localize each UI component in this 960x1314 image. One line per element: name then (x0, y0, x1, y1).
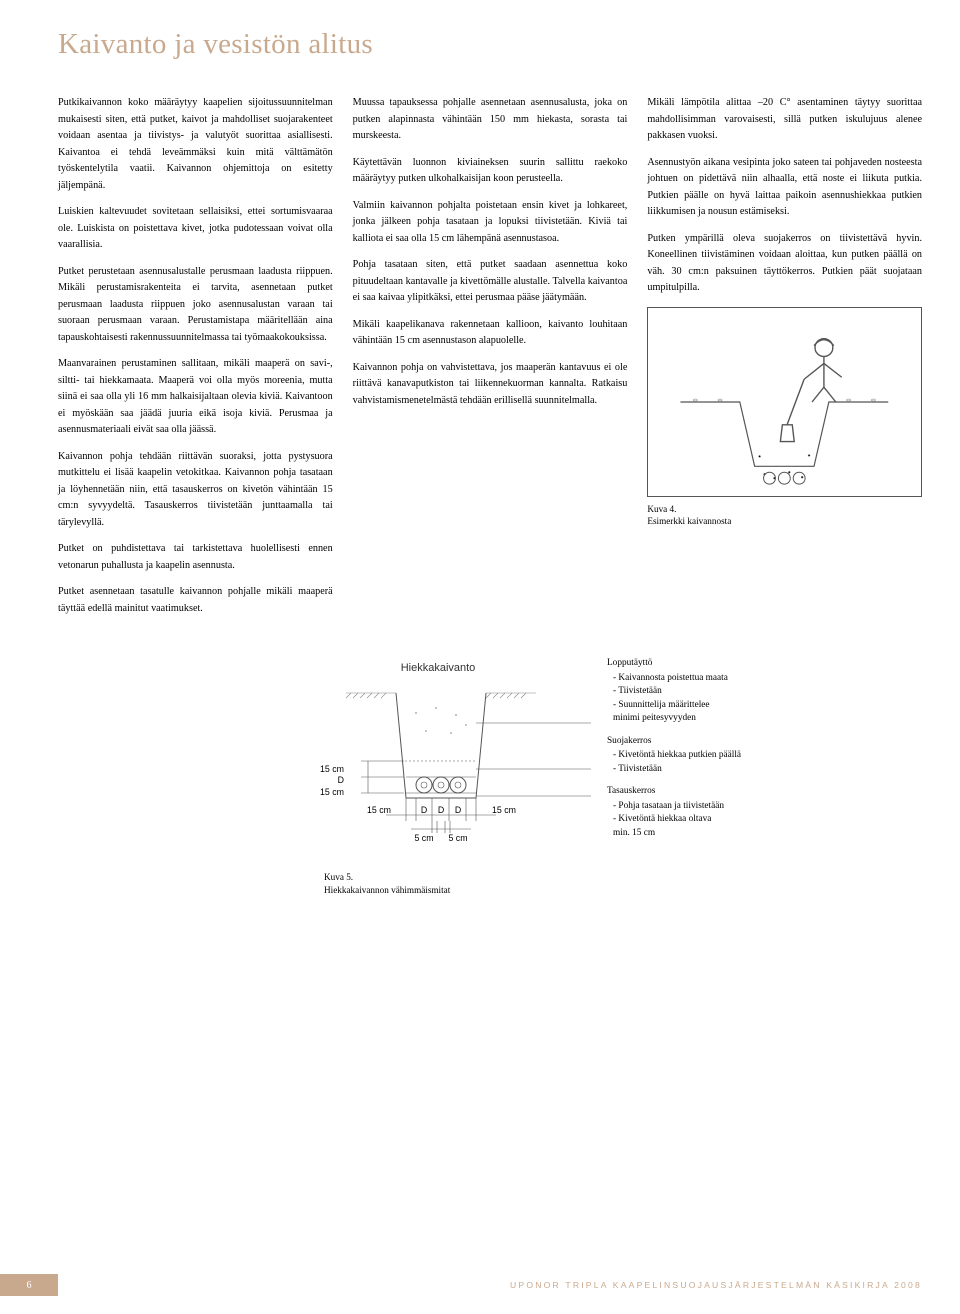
legend-item: - Tiivistetään (613, 763, 741, 776)
paragraph: Kaivannon pohja on vahvistettava, jos ma… (353, 360, 628, 410)
paragraph: Putkikaivannon koko määräytyy kaapelien … (58, 95, 333, 194)
dim-label: D (438, 805, 444, 815)
dim-label: 5 cm (448, 833, 467, 843)
legend-item: - Kivetöntä hiekkaa oltava (613, 813, 741, 826)
trench-illustration (647, 307, 922, 497)
dim-label: D (338, 775, 344, 785)
fig4-text: Esimerkki kaivannosta (647, 516, 731, 526)
figure4-caption: Kuva 4. Esimerkki kaivannosta (647, 503, 922, 528)
diagram-legend: Lopputäyttö - Kaivannosta poistettua maa… (607, 653, 741, 849)
column-2: Muussa tapauksessa pohjalle asennetaan a… (353, 95, 628, 627)
legend-heading: Lopputäyttö (607, 657, 741, 670)
paragraph: Muussa tapauksessa pohjalle asennetaan a… (353, 95, 628, 145)
legend-heading: Tasauskerros (607, 785, 741, 798)
paragraph: Luiskien kaltevuudet sovitetaan sellaisi… (58, 204, 333, 254)
text-columns: Putkikaivannon koko määräytyy kaapelien … (58, 95, 922, 627)
fig5-text: Hiekkakaivannon vähimmäismitat (324, 885, 450, 895)
fig5-number: Kuva 5. (324, 872, 353, 882)
legend-item: min. 15 cm (613, 827, 741, 840)
dim-label: D (455, 805, 461, 815)
paragraph: Pohja tasataan siten, että putket saadaa… (353, 257, 628, 307)
paragraph: Putket perustetaan asennusalustalle peru… (58, 264, 333, 347)
paragraph: Mikäli lämpötila alittaa –20 C° asentami… (647, 95, 922, 145)
footer-text: UPONOR TRIPLA KAAPELINSUOJAUSJÄRJESTELMÄ… (58, 1280, 960, 1290)
trench-diagram: Hiekkakaivanto (286, 653, 591, 863)
paragraph: Putken ympärillä oleva suojakerros on ti… (647, 231, 922, 297)
legend-item: - Kivetöntä hiekkaa putkien päällä (613, 749, 741, 762)
paragraph: Käytettävän luonnon kiviaineksen suurin … (353, 155, 628, 188)
paragraph: Putket on puhdistettava tai tarkistettav… (58, 541, 333, 574)
column-1: Putkikaivannon koko määräytyy kaapelien … (58, 95, 333, 627)
legend-item: - Pohja tasataan ja tiivistetään (613, 800, 741, 813)
paragraph: Putket asennetaan tasatulle kaivannon po… (58, 584, 333, 617)
diagram-title: Hiekkakaivanto (401, 662, 476, 674)
page-footer: 6 UPONOR TRIPLA KAAPELINSUOJAUSJÄRJESTEL… (0, 1274, 960, 1296)
dim-label: D (421, 805, 427, 815)
dim-label: 5 cm (414, 833, 433, 843)
legend-item: - Suunnittelija määrittelee (613, 699, 741, 712)
dim-label: 15 cm (320, 764, 344, 774)
paragraph: Asennustyön aikana vesipinta joko sateen… (647, 155, 922, 221)
paragraph: Valmiin kaivannon pohjalta poistetaan en… (353, 198, 628, 248)
column-3: Mikäli lämpötila alittaa –20 C° asentami… (647, 95, 922, 627)
legend-item: - Kaivannosta poistettua maata (613, 672, 741, 685)
dim-label: 15 cm (367, 805, 391, 815)
page-number: 6 (0, 1274, 58, 1296)
dim-label: 15 cm (320, 787, 344, 797)
paragraph: Mikäli kaapelikanava rakennetaan kallioo… (353, 317, 628, 350)
legend-item: - Tiivistetään (613, 685, 741, 698)
legend-item: minimi peitesyvyyden (613, 712, 741, 725)
paragraph: Kaivannon pohja tehdään riittävän suorak… (58, 449, 333, 532)
figure5-caption: Kuva 5. Hiekkakaivannon vähimmäismitat (324, 871, 922, 896)
legend-heading: Suojakerros (607, 735, 741, 748)
page-title: Kaivanto ja vesistön alitus (58, 28, 922, 61)
dim-label: 15 cm (492, 805, 516, 815)
paragraph: Maanvarainen perustaminen sallitaan, mik… (58, 356, 333, 439)
fig4-number: Kuva 4. (647, 504, 676, 514)
diagram-section: Hiekkakaivanto (286, 653, 922, 863)
